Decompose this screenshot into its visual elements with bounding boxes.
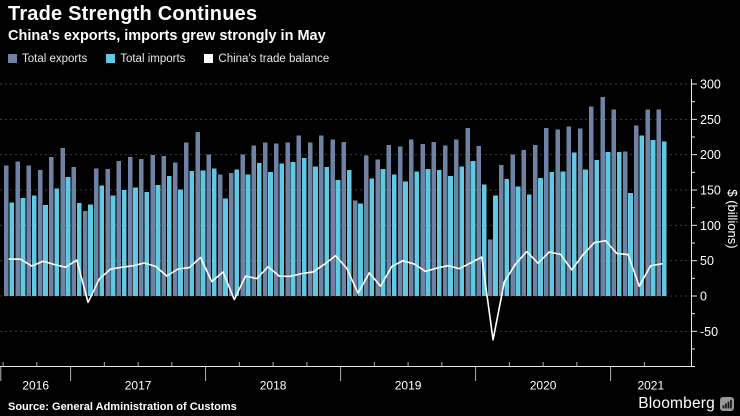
year-label-2017: 2017 — [125, 379, 152, 393]
svg-text:150: 150 — [700, 184, 721, 198]
year-label-2016: 2016 — [22, 379, 49, 393]
svg-text:200: 200 — [700, 148, 721, 162]
year-label-2018: 2018 — [260, 379, 287, 393]
x-axis — [0, 362, 695, 381]
bloomberg-logo: Bloomberg — [638, 395, 734, 413]
y-axis-title: $ (billions) — [725, 189, 740, 248]
y-axis — [691, 79, 697, 367]
bloomberg-terminal-icon — [720, 397, 734, 411]
chart-legend: Total exports Total imports China's trad… — [8, 53, 732, 65]
svg-text:100: 100 — [700, 219, 721, 233]
bars-total-imports — [9, 135, 667, 296]
svg-text:50: 50 — [700, 254, 714, 268]
year-label-2019: 2019 — [395, 379, 422, 393]
svg-text:-50: -50 — [700, 325, 718, 339]
y-axis-tick-labels: -50 0 50 100 150 200 250 300 — [700, 78, 721, 339]
legend-item-balance: China's trade balance — [204, 53, 329, 65]
chart-header: Trade Strength Continues China's exports… — [8, 2, 732, 65]
legend-label-exports: Total exports — [22, 52, 88, 65]
imports-swatch-icon — [106, 54, 116, 64]
trade-balance-line — [8, 239, 663, 341]
year-label-2020: 2020 — [530, 379, 557, 393]
year-label-2021: 2021 — [637, 379, 664, 393]
chart-subtitle: China's exports, imports grew strongly i… — [8, 28, 326, 44]
exports-swatch-icon — [8, 54, 17, 64]
legend-label-imports: Total imports — [120, 52, 186, 65]
legend-item-exports: Total exports — [8, 53, 87, 65]
svg-text:0: 0 — [700, 290, 707, 304]
svg-text:250: 250 — [700, 113, 721, 127]
legend-item-imports: Total imports — [106, 53, 185, 65]
bloomberg-wordmark: Bloomberg — [638, 395, 715, 412]
bars-total-exports — [4, 96, 662, 296]
source-note: Source: General Administration of Custom… — [8, 401, 237, 413]
page-title: Trade Strength Continues — [8, 3, 258, 25]
legend-label-balance: China's trade balance — [218, 52, 330, 65]
x-axis-year-labels: 2016 2017 2018 2019 2020 2021 — [22, 379, 664, 393]
balance-swatch-icon — [204, 54, 214, 64]
svg-text:300: 300 — [700, 78, 721, 92]
